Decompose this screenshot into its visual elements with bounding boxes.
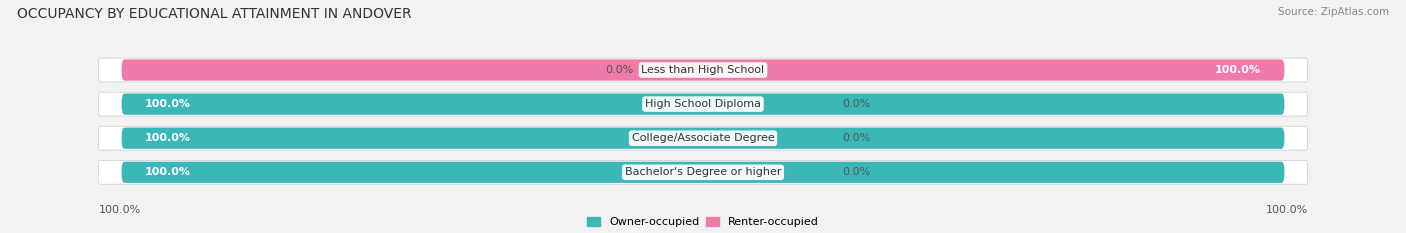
FancyBboxPatch shape bbox=[122, 93, 1284, 115]
Text: 0.0%: 0.0% bbox=[842, 133, 870, 143]
Text: Less than High School: Less than High School bbox=[641, 65, 765, 75]
FancyBboxPatch shape bbox=[122, 162, 1284, 183]
Text: 0.0%: 0.0% bbox=[605, 65, 633, 75]
FancyBboxPatch shape bbox=[122, 162, 1284, 183]
Text: High School Diploma: High School Diploma bbox=[645, 99, 761, 109]
Text: 100.0%: 100.0% bbox=[1265, 205, 1308, 215]
FancyBboxPatch shape bbox=[122, 59, 1284, 81]
Legend: Owner-occupied, Renter-occupied: Owner-occupied, Renter-occupied bbox=[586, 217, 820, 227]
FancyBboxPatch shape bbox=[98, 92, 1308, 116]
Text: Source: ZipAtlas.com: Source: ZipAtlas.com bbox=[1278, 7, 1389, 17]
FancyBboxPatch shape bbox=[122, 59, 1284, 81]
FancyBboxPatch shape bbox=[98, 160, 1308, 184]
Text: 100.0%: 100.0% bbox=[145, 133, 191, 143]
Text: 100.0%: 100.0% bbox=[98, 205, 141, 215]
Text: 100.0%: 100.0% bbox=[145, 167, 191, 177]
FancyBboxPatch shape bbox=[122, 93, 1284, 115]
Text: 0.0%: 0.0% bbox=[842, 99, 870, 109]
Text: Bachelor's Degree or higher: Bachelor's Degree or higher bbox=[624, 167, 782, 177]
Text: OCCUPANCY BY EDUCATIONAL ATTAINMENT IN ANDOVER: OCCUPANCY BY EDUCATIONAL ATTAINMENT IN A… bbox=[17, 7, 412, 21]
Text: 100.0%: 100.0% bbox=[1215, 65, 1261, 75]
Text: College/Associate Degree: College/Associate Degree bbox=[631, 133, 775, 143]
FancyBboxPatch shape bbox=[98, 126, 1308, 150]
FancyBboxPatch shape bbox=[98, 58, 1308, 82]
FancyBboxPatch shape bbox=[122, 128, 1284, 149]
Text: 100.0%: 100.0% bbox=[145, 99, 191, 109]
Text: 0.0%: 0.0% bbox=[842, 167, 870, 177]
FancyBboxPatch shape bbox=[122, 128, 1284, 149]
